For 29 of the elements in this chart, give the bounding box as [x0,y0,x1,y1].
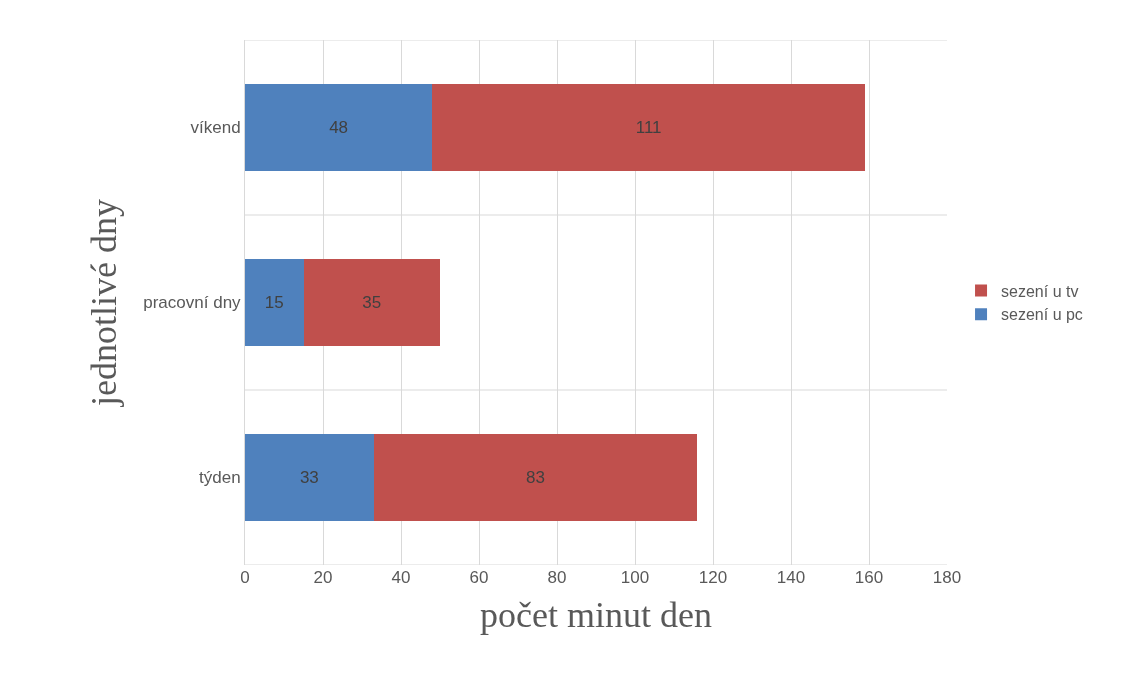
data-label: 83 [526,468,546,487]
data-label: 111 [635,118,662,137]
y-tick-label: pracovní dny [143,293,242,313]
x-tick-label: 60 [469,568,489,587]
bar [245,83,433,172]
y-axis-title: jednotlivé dny [84,199,125,408]
bar [432,83,866,172]
x-tick-label: 140 [776,568,806,587]
bar [245,258,304,347]
x-tick-label: 80 [547,568,567,587]
x-axis-title: počet minut den [480,594,712,635]
x-tick-label: 180 [932,568,962,587]
x-tick-label: 100 [620,568,650,587]
data-label: 35 [362,293,382,312]
y-tick-label: týden [199,468,241,488]
bar [303,258,440,347]
x-tick-label: 120 [698,568,728,587]
y-tick-label: víkend [190,118,241,138]
data-label: 48 [329,118,349,137]
x-tick-label: 40 [391,568,411,587]
x-tick-label: 0 [240,568,250,587]
data-label: 15 [264,293,284,312]
bar [245,433,374,522]
data-label: 33 [299,468,319,487]
x-tick-label: 20 [313,568,333,587]
legend-label: sezení u pc [1001,306,1083,324]
x-tick-label: 160 [854,568,884,587]
bar [373,433,698,522]
legend-label: sezení u tv [1001,282,1079,300]
